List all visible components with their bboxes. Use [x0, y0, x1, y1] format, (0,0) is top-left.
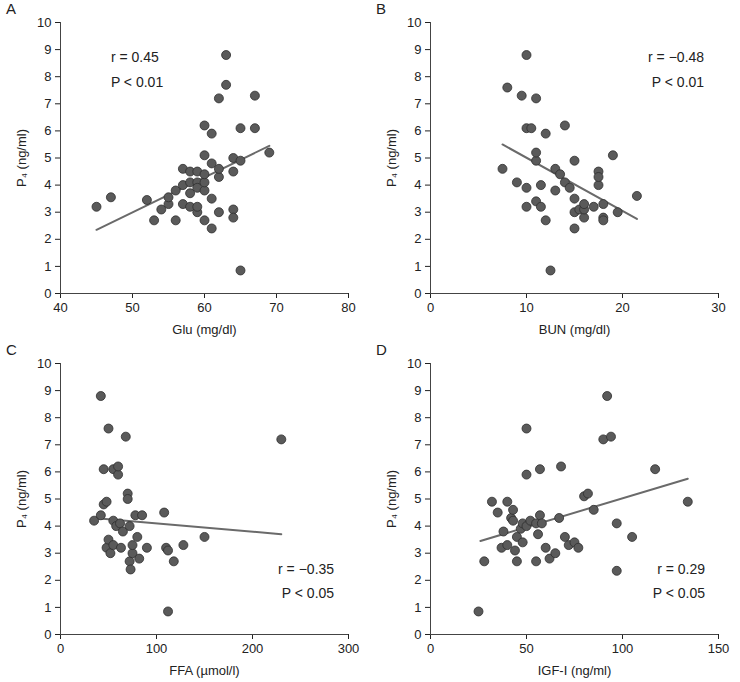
- svg-text:5: 5: [414, 150, 421, 165]
- svg-text:10: 10: [37, 15, 51, 30]
- svg-text:2: 2: [44, 231, 51, 246]
- svg-text:2: 2: [414, 572, 421, 587]
- svg-text:10: 10: [407, 356, 421, 371]
- svg-text:8: 8: [44, 69, 51, 84]
- svg-text:50: 50: [519, 641, 533, 656]
- svg-text:P < 0.01: P < 0.01: [111, 74, 164, 90]
- svg-text:10: 10: [519, 300, 533, 315]
- svg-text:8: 8: [414, 69, 421, 84]
- svg-text:P₄ (ng/ml): P₄ (ng/ml): [384, 129, 399, 187]
- svg-text:4: 4: [414, 177, 421, 192]
- svg-text:300: 300: [338, 641, 360, 656]
- html-text:A: A: [6, 0, 16, 17]
- svg-text:4: 4: [44, 177, 51, 192]
- html-text:D: D: [376, 341, 387, 358]
- svg-text:2: 2: [414, 231, 421, 246]
- svg-text:80: 80: [341, 300, 355, 315]
- svg-text:BUN (mg/dl): BUN (mg/dl): [539, 322, 611, 337]
- svg-text:P₄ (ng/ml): P₄ (ng/ml): [14, 129, 29, 187]
- svg-text:4: 4: [44, 518, 51, 533]
- svg-text:1: 1: [414, 259, 421, 274]
- svg-text:IGF-I (ng/ml): IGF-I (ng/ml): [538, 663, 612, 678]
- svg-text:0: 0: [44, 286, 51, 301]
- svg-text:5: 5: [44, 491, 51, 506]
- svg-text:10: 10: [37, 356, 51, 371]
- svg-text:7: 7: [44, 437, 51, 452]
- svg-text:3: 3: [414, 204, 421, 219]
- svg-text:3: 3: [44, 204, 51, 219]
- svg-text:150: 150: [708, 641, 730, 656]
- svg-text:0: 0: [427, 641, 434, 656]
- html-text:C: C: [6, 341, 17, 358]
- svg-text:r = 0.45: r = 0.45: [111, 49, 159, 65]
- svg-text:8: 8: [414, 410, 421, 425]
- svg-text:6: 6: [44, 123, 51, 138]
- svg-text:70: 70: [269, 300, 283, 315]
- svg-text:100: 100: [146, 641, 168, 656]
- svg-text:0: 0: [414, 627, 421, 642]
- svg-text:P < 0.05: P < 0.05: [653, 585, 706, 601]
- svg-text:r = −0.35: r = −0.35: [278, 561, 334, 577]
- svg-text:3: 3: [414, 545, 421, 560]
- svg-text:5: 5: [44, 150, 51, 165]
- svg-text:1: 1: [44, 259, 51, 274]
- svg-text:7: 7: [414, 437, 421, 452]
- svg-text:30: 30: [711, 300, 725, 315]
- svg-text:6: 6: [414, 464, 421, 479]
- svg-text:2: 2: [44, 572, 51, 587]
- svg-text:r = −0.48: r = −0.48: [648, 49, 704, 65]
- svg-text:1: 1: [414, 600, 421, 615]
- svg-text:9: 9: [44, 42, 51, 57]
- svg-text:0: 0: [414, 286, 421, 301]
- svg-text:4: 4: [414, 518, 421, 533]
- svg-text:9: 9: [414, 42, 421, 57]
- svg-text:6: 6: [44, 464, 51, 479]
- svg-text:200: 200: [242, 641, 264, 656]
- svg-text:40: 40: [53, 300, 67, 315]
- svg-text:20: 20: [615, 300, 629, 315]
- svg-text:P₄ (ng/ml): P₄ (ng/ml): [384, 470, 399, 528]
- svg-text:6: 6: [414, 123, 421, 138]
- svg-text:60: 60: [197, 300, 211, 315]
- svg-text:0: 0: [44, 627, 51, 642]
- svg-text:P₄ (ng/ml): P₄ (ng/ml): [14, 470, 29, 528]
- svg-text:Glu (mg/dl): Glu (mg/dl): [172, 322, 236, 337]
- svg-text:8: 8: [44, 410, 51, 425]
- svg-text:9: 9: [414, 383, 421, 398]
- svg-text:3: 3: [44, 545, 51, 560]
- svg-text:5: 5: [414, 491, 421, 506]
- svg-text:7: 7: [44, 96, 51, 111]
- svg-text:0: 0: [57, 641, 64, 656]
- svg-text:r = 0.29: r = 0.29: [657, 561, 705, 577]
- svg-text:0: 0: [427, 300, 434, 315]
- svg-text:FFA (µmol/l): FFA (µmol/l): [169, 663, 239, 678]
- svg-text:P < 0.01: P < 0.01: [652, 74, 705, 90]
- svg-text:P < 0.05: P < 0.05: [282, 585, 335, 601]
- svg-text:9: 9: [44, 383, 51, 398]
- html-text:B: B: [376, 0, 386, 17]
- svg-text:7: 7: [414, 96, 421, 111]
- svg-text:1: 1: [44, 600, 51, 615]
- svg-text:50: 50: [125, 300, 139, 315]
- svg-text:10: 10: [407, 15, 421, 30]
- svg-text:100: 100: [612, 641, 634, 656]
